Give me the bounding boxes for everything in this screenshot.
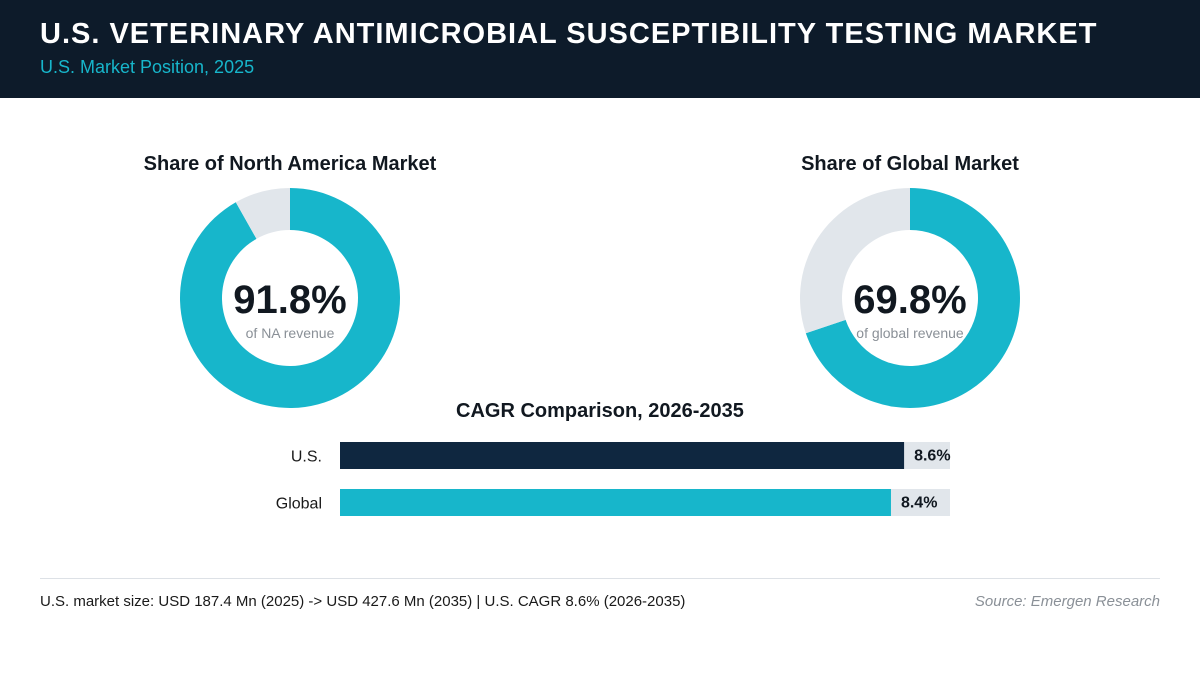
bar-chart-title: CAGR Comparison, 2026-2035 xyxy=(456,400,744,422)
donut-value-label: 91.8% xyxy=(233,278,346,322)
footer-note: U.S. market size: USD 187.4 Mn (2025) ->… xyxy=(40,593,686,610)
page-title: U.S. VETERINARY ANTIMICROBIAL SUSCEPTIBI… xyxy=(40,18,1098,50)
bar-us xyxy=(340,442,905,469)
donut-slices xyxy=(179,188,400,408)
donut-slice-share xyxy=(805,188,1020,408)
donut-chart-global: Share of Global Market 69.8% of global r… xyxy=(800,153,1020,408)
donut-title: Share of North America Market xyxy=(144,153,437,175)
donut-title: Share of Global Market xyxy=(801,153,1019,175)
donut-sub-label: of global revenue xyxy=(856,325,964,341)
bar-category-label: Global xyxy=(276,496,322,513)
donut-slice-remainder xyxy=(800,188,910,334)
donut-slice-remainder xyxy=(235,188,290,239)
page-subtitle: U.S. Market Position, 2025 xyxy=(40,57,255,77)
cagr-bar-chart: CAGR Comparison, 2026-2035 U.S. 8.6% Globa… xyxy=(276,400,951,516)
donut-chart-north-america: Share of North America Market 91.8% of N… xyxy=(144,153,437,408)
bar-global xyxy=(340,489,891,516)
header-banner: U.S. VETERINARY ANTIMICROBIAL SUSCEPTIBI… xyxy=(0,0,1200,98)
bar-value-label: 8.6% xyxy=(914,448,950,465)
donut-slice-share xyxy=(179,188,400,408)
bar-category-label: U.S. xyxy=(291,449,322,466)
footer-source: Source: Emergen Research xyxy=(974,593,1160,610)
bar-value-label: 8.4% xyxy=(901,495,937,512)
donut-value-label: 69.8% xyxy=(853,278,966,322)
donut-sub-label: of NA revenue xyxy=(246,325,335,341)
donut-slices xyxy=(800,188,1020,408)
bar-rows: U.S. 8.6% Global 8.4% xyxy=(276,442,951,516)
charts-area: Share of North America Market 91.8% of N… xyxy=(144,153,1020,516)
footer-divider xyxy=(40,578,1160,579)
